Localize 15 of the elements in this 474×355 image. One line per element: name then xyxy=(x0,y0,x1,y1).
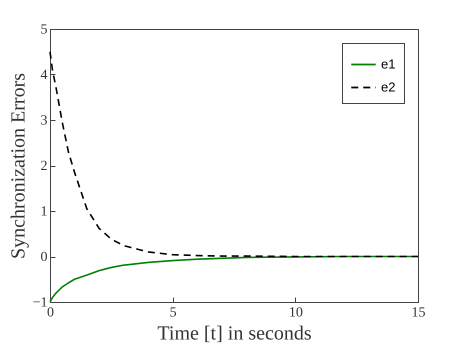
y-tick-label: −1 xyxy=(32,296,48,310)
line-series xyxy=(49,50,419,258)
y-tick-label: 5 xyxy=(40,22,48,38)
legend-label: e2 xyxy=(381,80,396,94)
x-tick-label: 15 xyxy=(412,306,426,320)
x-tick-label: 5 xyxy=(170,306,177,320)
x-axis-title: Time [t] in seconds xyxy=(157,322,312,344)
y-tick-label: 1 xyxy=(40,204,48,220)
y-tick-label: 4 xyxy=(40,68,48,83)
y-tick-label: 2 xyxy=(40,159,48,174)
y-tick-label: 3 xyxy=(40,114,48,128)
x-tick-label: 10 xyxy=(288,306,303,320)
y-axis-title: Synchronization Errors xyxy=(8,72,30,260)
legend-label: e1 xyxy=(381,56,396,72)
y-tick-label: 0 xyxy=(40,250,48,265)
